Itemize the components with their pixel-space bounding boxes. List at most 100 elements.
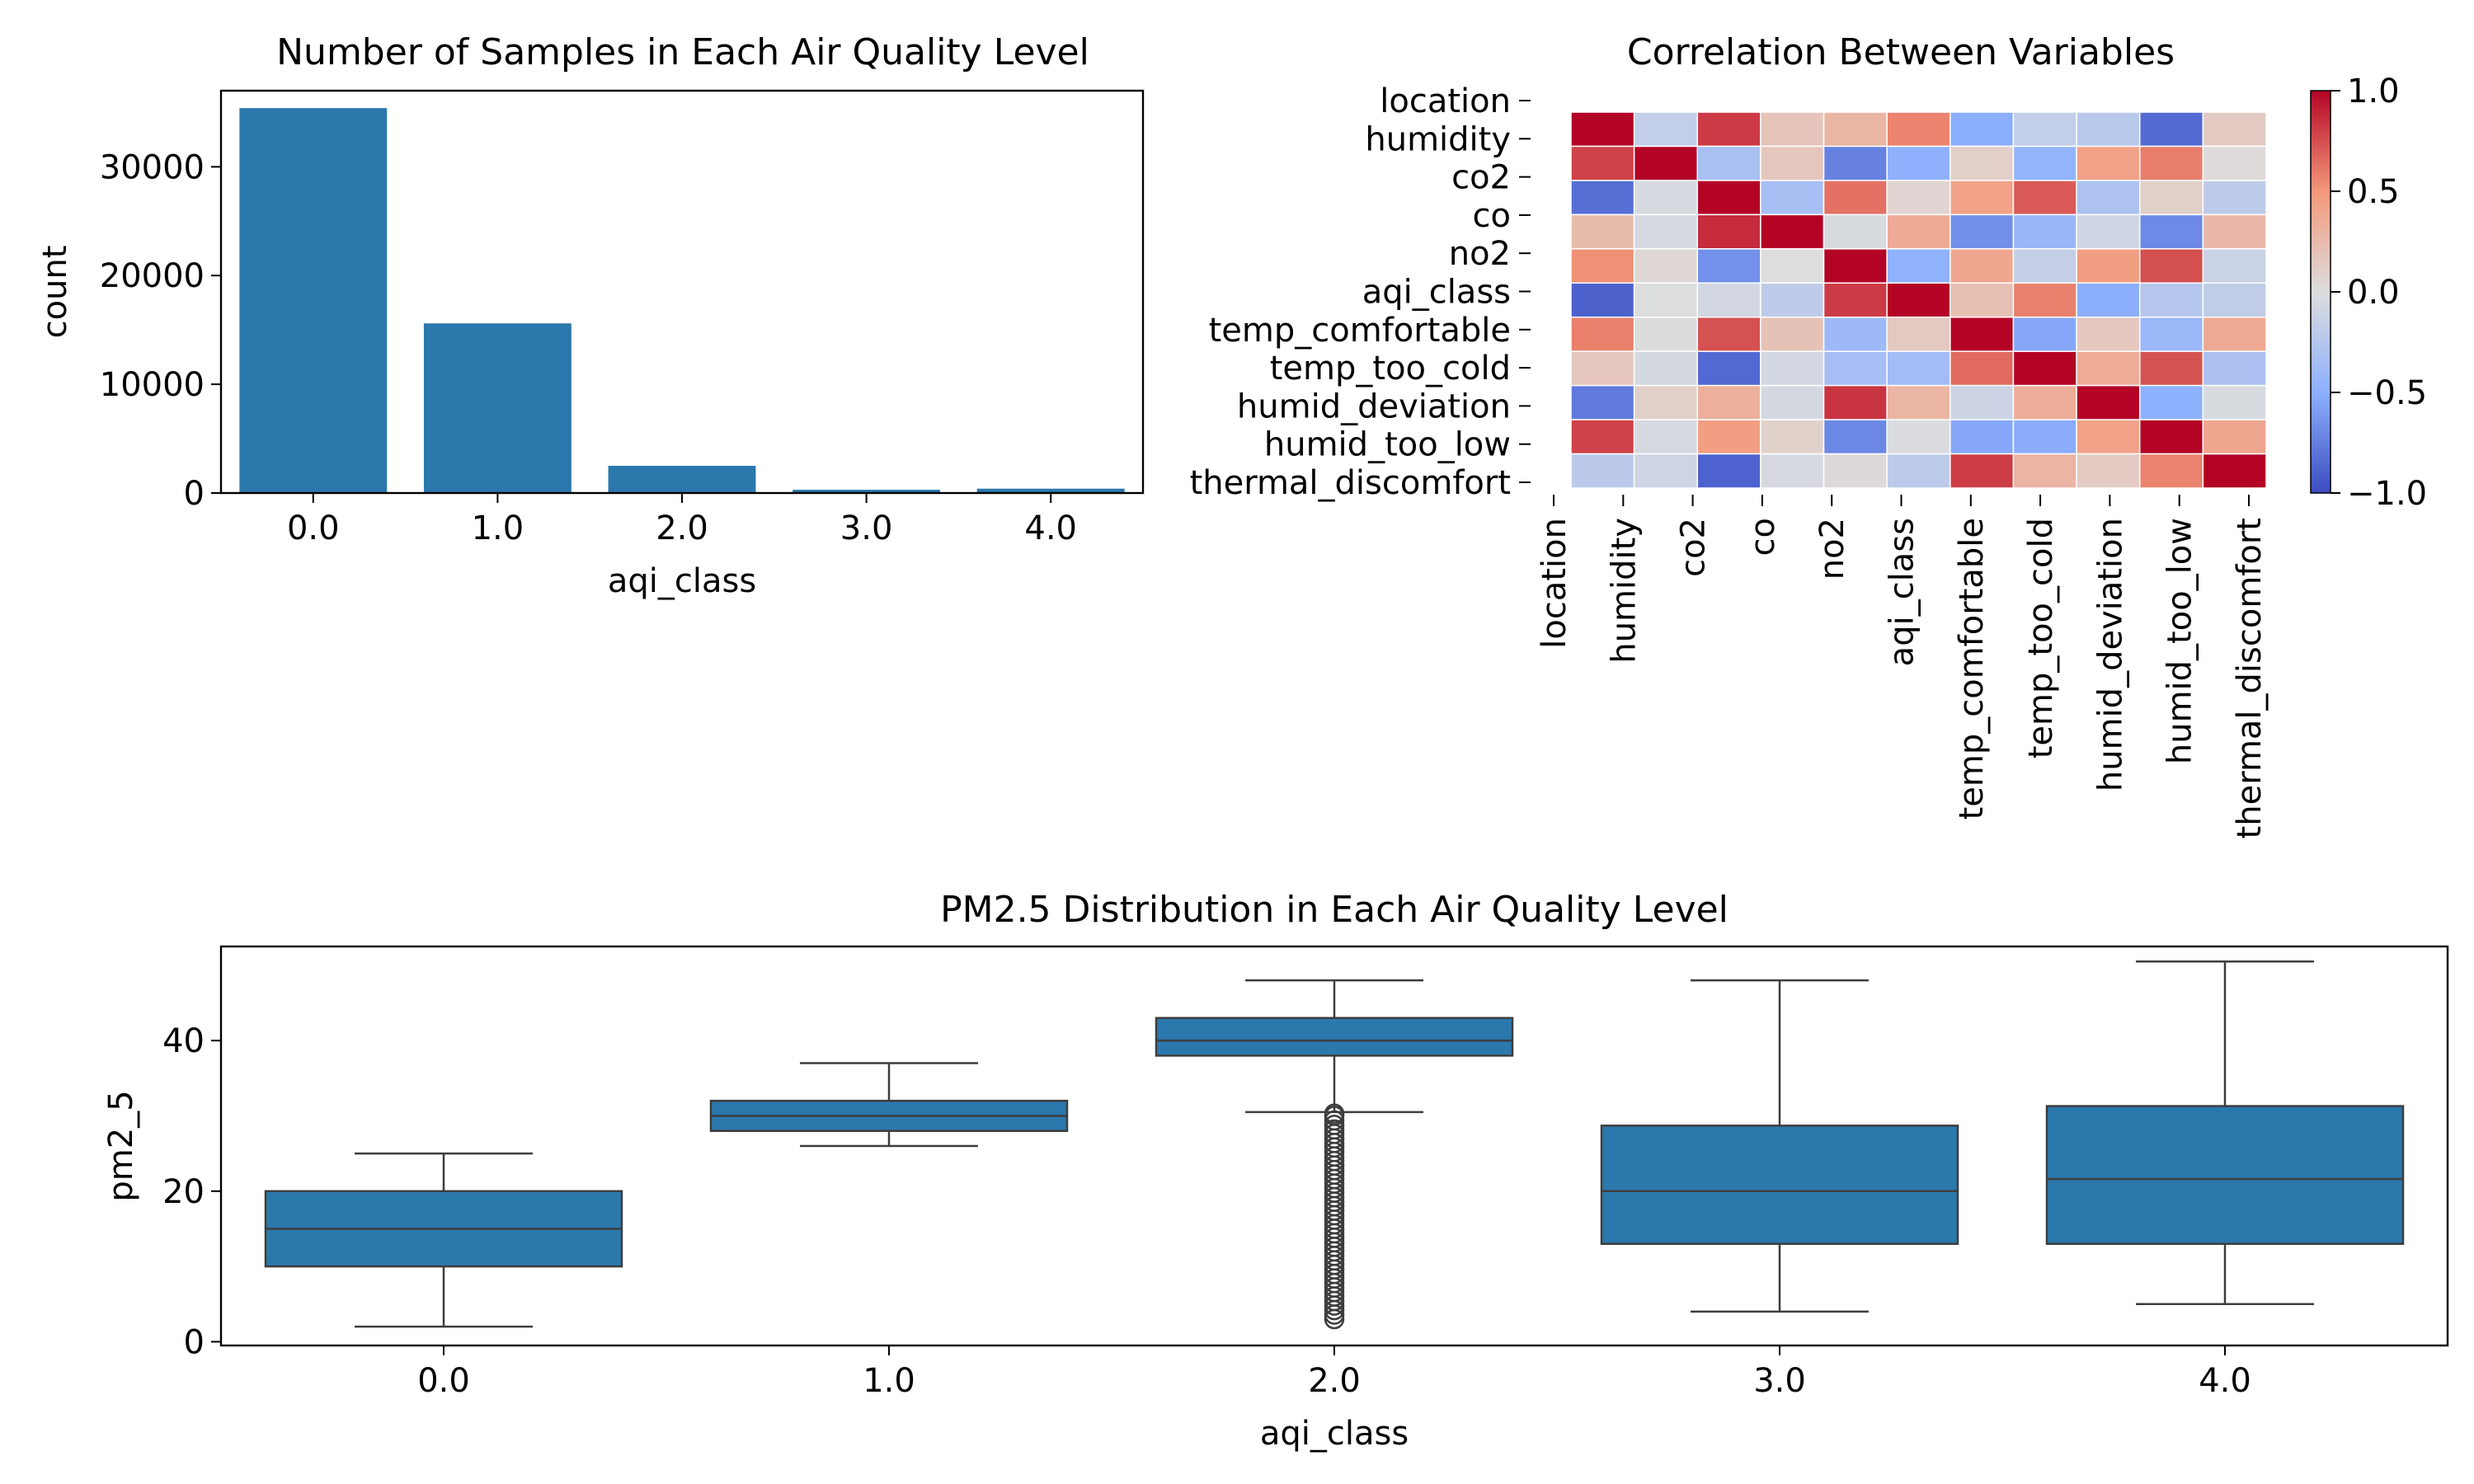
- heatmap-cell: [2202, 316, 2267, 352]
- bar-chart-title: Number of Samples in Each Air Quality Le…: [276, 31, 1089, 73]
- heatmap-cell: [1760, 248, 1825, 284]
- bar-marks: [239, 108, 1125, 493]
- heatmap-cell: [1760, 350, 1825, 387]
- heatmap-cell: [1633, 111, 1699, 148]
- col-tick-label: no2: [1813, 518, 1851, 580]
- col-tick-label: co: [1744, 518, 1782, 556]
- heatmap-cell: [1696, 180, 1761, 216]
- heatmap-cell: [1696, 316, 1761, 352]
- y-tick-label: 20000: [100, 257, 205, 295]
- heatmap-cell: [1696, 419, 1761, 455]
- heatmap-cell: [2012, 180, 2077, 216]
- heatmap-cell: [2202, 453, 2267, 489]
- heatmap-cell: [1760, 316, 1825, 352]
- heatmap-cell: [1950, 145, 2015, 181]
- bar: [793, 490, 941, 493]
- box-chart: PM2.5 Distribution in Each Air Quality L…: [102, 889, 2449, 1453]
- heatmap-cell: [1696, 248, 1761, 284]
- x-tick-label: 3.0: [1753, 1362, 1806, 1400]
- heatmap-cell: [1570, 111, 1635, 148]
- heatmap-cell: [1950, 453, 2015, 489]
- row-tick-label: temp_too_cold: [1270, 350, 1511, 387]
- bar-x-ticks: 0.0 1.0 2.0 3.0 4.0: [287, 493, 1077, 547]
- box-marks: [264, 960, 2405, 1330]
- heatmap-cell: [2138, 384, 2204, 420]
- y-tick-label: 10000: [100, 366, 205, 404]
- colorbar-tick-label: −1.0: [2347, 475, 2427, 513]
- heatmap-cell: [2202, 111, 2267, 148]
- bar: [976, 488, 1125, 493]
- heatmap-cell: [1570, 419, 1635, 455]
- heatmap-row-ticks: locationhumidityco2cono2aqi_classtemp_co…: [1190, 82, 1531, 502]
- heatmap-cell: [1886, 111, 1951, 148]
- heatmap-cells: [1570, 111, 2267, 489]
- heatmap-cell: [2012, 350, 2077, 387]
- heatmap-cell: [2076, 180, 2141, 216]
- heatmap-cell: [1633, 282, 1699, 318]
- heatmap-cell: [1633, 248, 1699, 284]
- bar-y-ticks: 0 10000 20000 30000: [100, 148, 221, 513]
- heatmap-cell: [2138, 111, 2204, 148]
- heatmap-cell: [1886, 316, 1951, 352]
- bar: [608, 466, 756, 493]
- heatmap-cell: [2012, 453, 2077, 489]
- heatmap-cell: [1570, 282, 1635, 318]
- bar-chart: Number of Samples in Each Air Quality Le…: [36, 31, 1145, 600]
- col-tick-label: thermal_discomfort: [2231, 518, 2269, 838]
- y-tick-label: 30000: [100, 148, 205, 186]
- heatmap-cell: [2138, 453, 2204, 489]
- box-chart-title: PM2.5 Distribution in Each Air Quality L…: [940, 889, 1729, 931]
- heatmap-cell: [1950, 180, 2015, 216]
- y-tick-label: 0: [184, 475, 205, 513]
- colorbar-tick-label: 1.0: [2347, 73, 2400, 110]
- heatmap-cell: [1950, 111, 2015, 148]
- colorbar-tick-label: 0.0: [2347, 274, 2400, 312]
- y-tick-label: 40: [162, 1022, 205, 1060]
- heatmap-cell: [2076, 214, 2141, 250]
- heatmap-cell: [1823, 282, 1888, 318]
- x-tick-label: 2.0: [656, 510, 708, 547]
- heatmap-cell: [1696, 350, 1761, 387]
- heatmap-cell: [2012, 111, 2077, 148]
- heatmap-cell: [1633, 214, 1699, 250]
- heatmap-cell: [2012, 214, 2077, 250]
- heatmap-cell: [2012, 282, 2077, 318]
- col-tick-label: aqi_class: [1884, 518, 1921, 666]
- box-outlier: [1324, 1119, 1345, 1140]
- heatmap-cell: [2202, 180, 2267, 216]
- box-x-axis-label: aqi_class: [1260, 1415, 1409, 1453]
- row-tick-label: humid_deviation: [1237, 387, 1511, 425]
- heatmap-cell: [1570, 350, 1635, 387]
- heatmap-cell: [2202, 384, 2267, 420]
- bar-y-axis-label: count: [36, 246, 74, 339]
- heatmap-cell: [1633, 384, 1699, 420]
- x-tick-label: 4.0: [1024, 510, 1077, 547]
- heatmap-cell: [1823, 453, 1888, 489]
- heatmap-cell: [2202, 419, 2267, 455]
- col-tick-label: temp_too_cold: [2022, 518, 2060, 758]
- row-tick-label: thermal_discomfort: [1190, 464, 1511, 502]
- col-tick-label: humidity: [1605, 518, 1643, 664]
- x-tick-label: 4.0: [2199, 1362, 2251, 1400]
- heatmap-col-ticks: location humidity co2 co no2 aqi_class temp_co…: [1536, 495, 2269, 838]
- heatmap-cell: [1886, 145, 1951, 181]
- col-tick-label: humid_too_low: [2161, 518, 2199, 764]
- box: [1155, 1017, 1514, 1057]
- heatmap-cell: [1823, 145, 1888, 181]
- col-tick-label: humid_deviation: [2091, 518, 2129, 791]
- heatmap-cell: [1823, 214, 1888, 250]
- y-tick-label: 20: [162, 1173, 205, 1211]
- heatmap-cell: [2076, 316, 2141, 352]
- heatmap-cell: [1760, 145, 1825, 181]
- heatmap-cell: [2012, 419, 2077, 455]
- heatmap-cell: [2012, 316, 2077, 352]
- heatmap-cell: [1633, 180, 1699, 216]
- heatmap-cell: [1570, 214, 1635, 250]
- heatmap-cell: [1696, 453, 1761, 489]
- heatmap-cell: [2202, 214, 2267, 250]
- heatmap-cell: [1886, 453, 1951, 489]
- y-tick-label: 0: [184, 1323, 205, 1361]
- heatmap-cell: [1950, 282, 2015, 318]
- colorbar-ticks: 1.0 0.5 0.0 −0.5 −1.0: [2331, 73, 2427, 513]
